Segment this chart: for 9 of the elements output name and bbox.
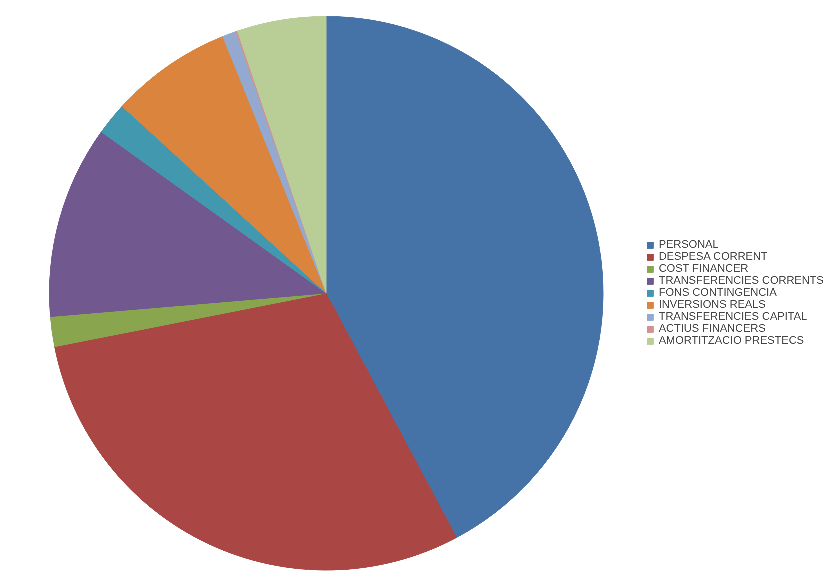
legend-label: PERSONAL bbox=[658, 239, 719, 251]
legend-label: INVERSIONS REALS bbox=[658, 299, 766, 311]
legend-label: COST FINANCER bbox=[658, 263, 749, 275]
legend-label: TRANSFERENCIES CORRENTS bbox=[658, 275, 824, 287]
legend-label: FONS CONTINGENCIA bbox=[658, 287, 777, 299]
legend-label: DESPESA CORRENT bbox=[658, 251, 768, 263]
legend-label: TRANSFERENCIES CAPITAL bbox=[658, 311, 808, 323]
legend-label: ACTIUS FINANCERS bbox=[658, 323, 766, 335]
legend-label: AMORTITZACIO PRESTECS bbox=[658, 335, 804, 347]
